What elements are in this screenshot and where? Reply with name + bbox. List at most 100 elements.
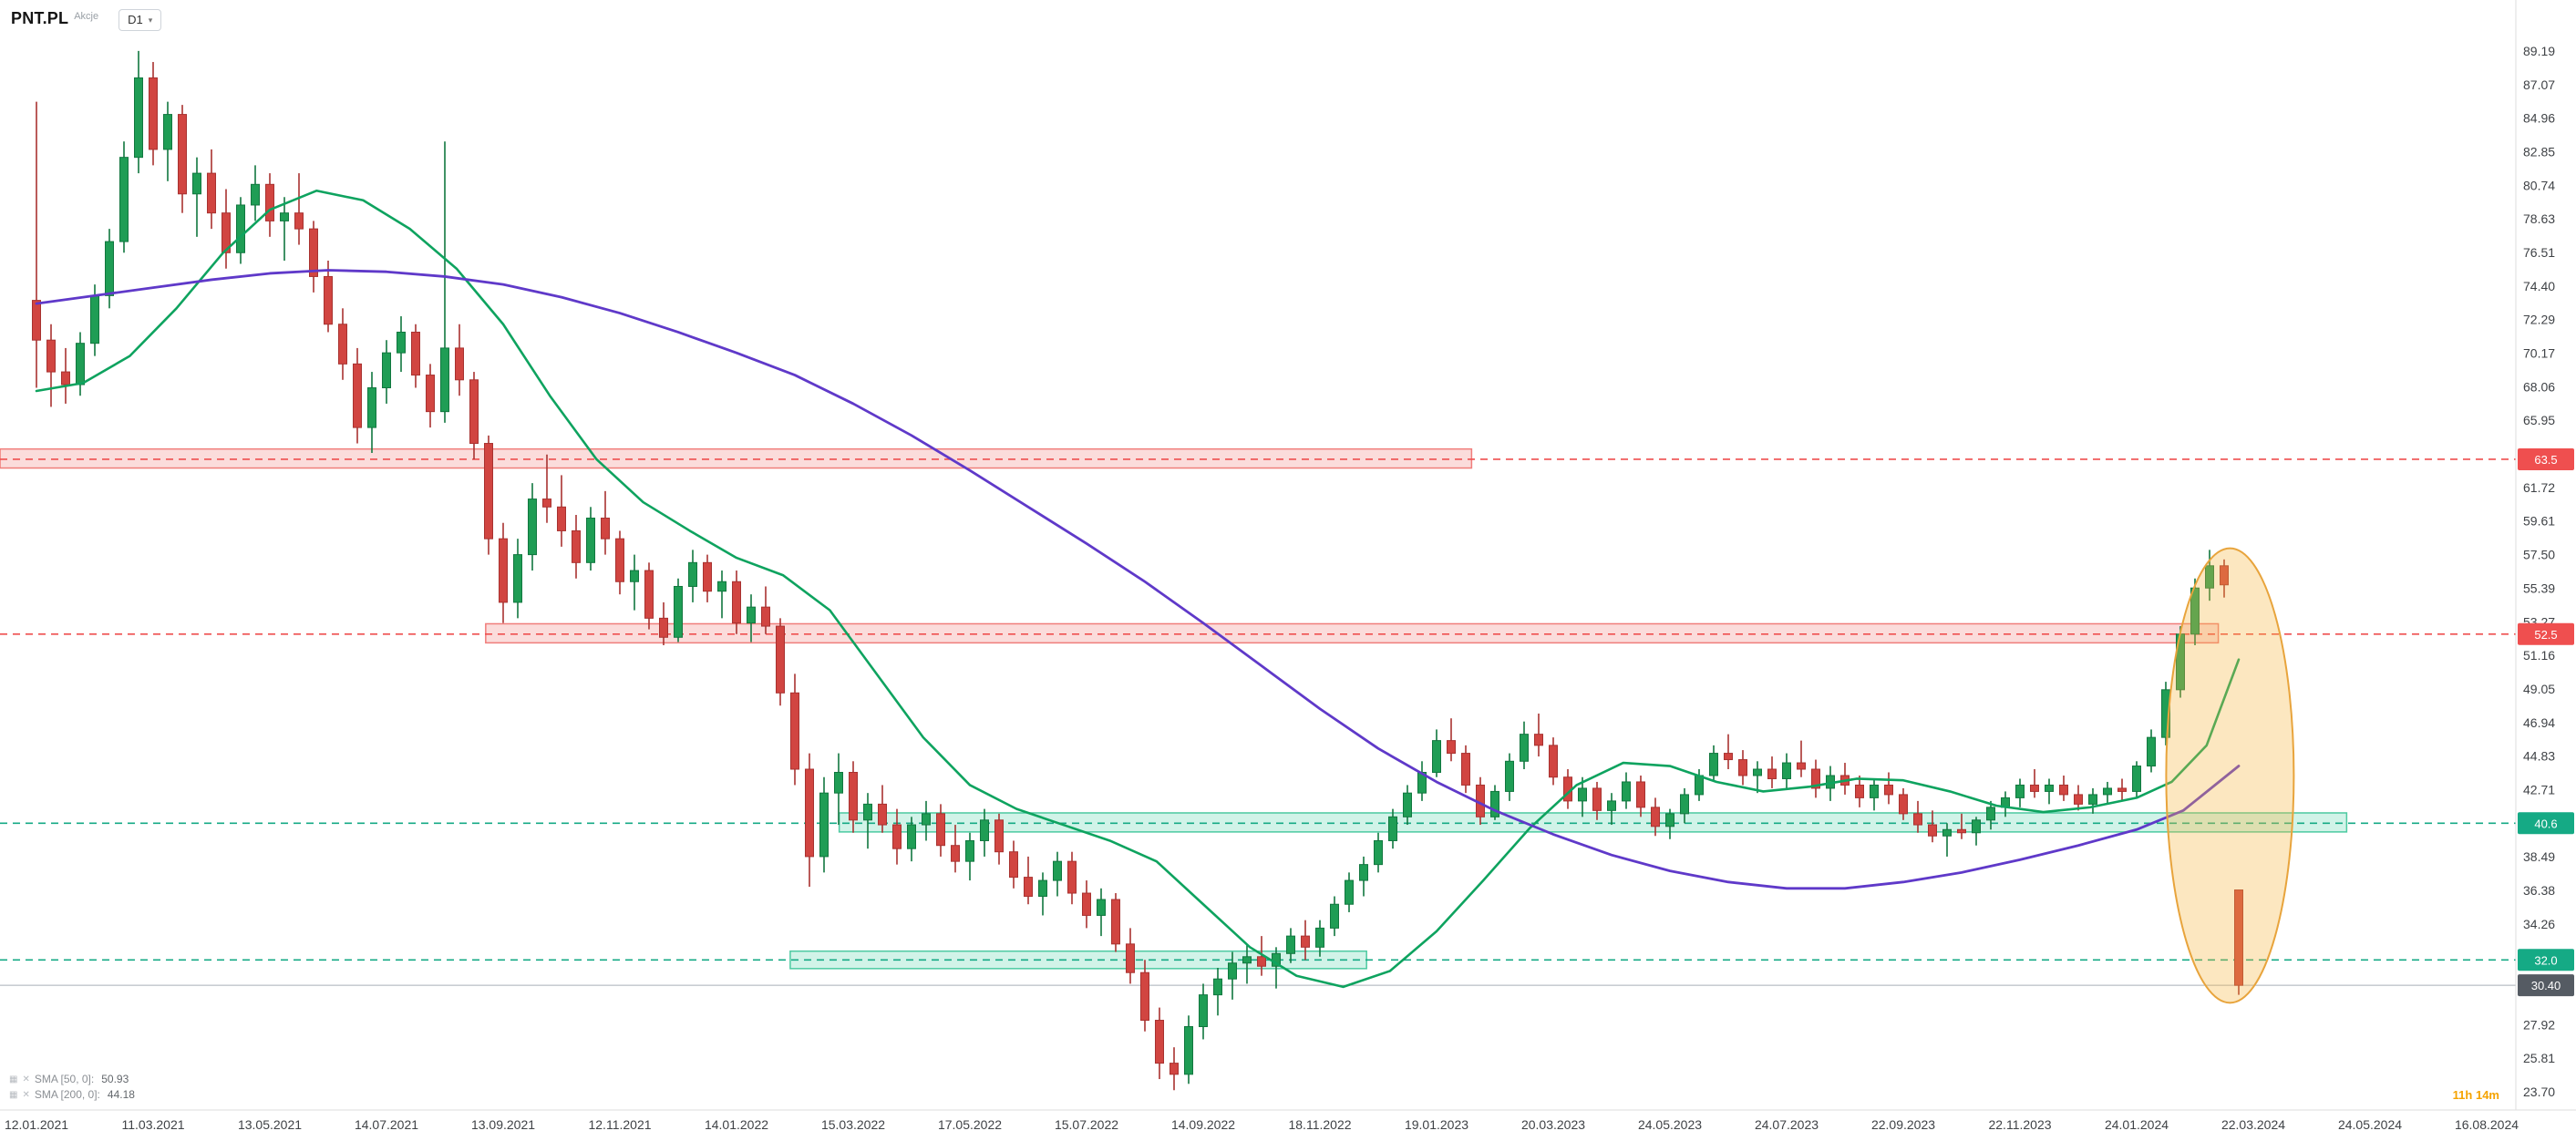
candle-body	[1155, 1020, 1164, 1064]
indicator-legend: ▦ ✕ SMA [50, 0]: 50.93 ▦ ✕ SMA [200, 0]:…	[9, 1072, 135, 1103]
current-price-tag	[2518, 974, 2574, 997]
time-tick-label: 20.03.2023	[1521, 1117, 1585, 1132]
candle-body	[1534, 734, 1543, 746]
candle-body	[1928, 824, 1937, 837]
chevron-down-icon: ▾	[148, 15, 153, 25]
candle-body	[1622, 781, 1631, 802]
candle-body	[192, 172, 201, 195]
candle-body	[134, 77, 143, 159]
time-tick-label: 11.03.2021	[121, 1117, 184, 1132]
time-tick-label: 22.09.2023	[1871, 1117, 1935, 1132]
candle-body	[528, 499, 537, 556]
candle-body	[878, 803, 887, 826]
candle-body	[469, 379, 479, 445]
candle-body	[1461, 753, 1470, 786]
candle-body	[265, 183, 274, 221]
highlight-ellipse[interactable]	[2165, 547, 2295, 1004]
candle-body	[1797, 762, 1806, 770]
candle-body	[761, 606, 770, 627]
timeframe-selector[interactable]: D1 ▾	[118, 9, 162, 31]
candle-body	[1097, 899, 1106, 916]
candle-body	[1695, 775, 1704, 796]
candle-body	[1724, 753, 1733, 761]
candle-body	[1082, 892, 1091, 916]
price-level-tag-32-0-text: 32.0	[2534, 953, 2557, 967]
price-tick-label: 38.49	[2523, 849, 2555, 864]
candle-body	[1184, 1026, 1193, 1075]
candle-body	[440, 347, 449, 413]
zone-resistance-63-5[interactable]	[0, 447, 1473, 469]
candle-body	[1884, 784, 1893, 796]
candle-body	[1447, 740, 1456, 755]
candle-body	[1301, 935, 1310, 948]
candle-body	[1855, 784, 1864, 798]
candle-body	[411, 331, 420, 376]
zone-resistance-52-5[interactable]	[485, 622, 2220, 644]
indicator-settings-icon[interactable]: ▦	[9, 1090, 18, 1100]
candle-body	[105, 241, 114, 296]
candle-body	[1213, 978, 1222, 996]
price-tick-label: 25.81	[2523, 1051, 2555, 1065]
time-tick-label: 22.11.2023	[1988, 1117, 2051, 1132]
price-level-tag-63-5	[2518, 447, 2574, 470]
candle-body	[32, 300, 41, 341]
candle-body	[1651, 807, 1660, 827]
price-tick-label: 89.19	[2523, 44, 2555, 58]
candle-body	[572, 529, 581, 563]
price-tick-label: 34.26	[2523, 917, 2555, 931]
candle-body	[2059, 784, 2068, 796]
time-tick-label: 17.05.2022	[938, 1117, 1002, 1132]
candle-body	[2074, 794, 2083, 805]
zone-support-40-6[interactable]	[838, 812, 2348, 833]
candle-body	[819, 792, 829, 858]
candle-body	[119, 157, 129, 242]
price-level-tag-40-6	[2518, 812, 2574, 835]
time-tick-label: 19.01.2023	[1405, 1117, 1468, 1132]
time-tick-label: 13.05.2021	[238, 1117, 302, 1132]
candle-body	[2190, 587, 2200, 635]
candle-body	[46, 339, 56, 373]
indicator-label: SMA [50, 0]:	[34, 1073, 95, 1085]
price-tick-label: 74.40	[2523, 279, 2555, 293]
candle-body	[863, 803, 872, 821]
symbol-name[interactable]: PNT.PL	[11, 9, 69, 27]
candle-body	[1345, 879, 1354, 905]
candle-body	[2234, 889, 2243, 986]
candle-body	[965, 839, 974, 862]
candle-body	[1126, 943, 1135, 973]
candle-body	[1388, 816, 1397, 841]
candle-body	[2220, 565, 2229, 586]
candle-body	[513, 554, 522, 603]
price-tick-label: 49.05	[2523, 682, 2555, 696]
indicator-remove-icon[interactable]: ✕	[22, 1074, 30, 1084]
indicator-remove-icon[interactable]: ✕	[22, 1090, 30, 1100]
price-tick-label: 55.39	[2523, 581, 2555, 595]
candle-body	[207, 172, 216, 214]
candle-body	[1286, 935, 1295, 954]
candle-body	[776, 625, 785, 694]
candle-body	[688, 561, 697, 587]
candle-body	[76, 343, 85, 385]
price-tick-label: 70.17	[2523, 346, 2555, 361]
candle-body	[1738, 759, 1747, 776]
price-tick-label: 87.07	[2523, 77, 2555, 92]
time-tick-label: 24.05.2024	[2338, 1117, 2402, 1132]
price-tick-label: 59.61	[2523, 514, 2555, 529]
time-tick-label: 14.09.2022	[1171, 1117, 1235, 1132]
price-tick-label: 78.63	[2523, 211, 2555, 226]
indicator-settings-icon[interactable]: ▦	[9, 1074, 18, 1084]
time-tick-label: 22.03.2024	[2221, 1117, 2285, 1132]
candle-body	[1957, 828, 1966, 834]
price-tick-label: 44.83	[2523, 749, 2555, 764]
candle-body	[1942, 828, 1952, 837]
price-level-tag-63-5-text: 63.5	[2534, 453, 2557, 467]
candle-body	[1359, 864, 1368, 881]
time-tick-label: 14.07.2021	[355, 1117, 418, 1132]
symbol-header: PNT.PL Akcje D1 ▾	[11, 9, 162, 31]
candle-body	[280, 212, 289, 221]
candle-body	[61, 371, 70, 385]
candle-body	[980, 819, 989, 841]
candle-body	[790, 692, 799, 770]
candle-body	[1520, 734, 1529, 762]
